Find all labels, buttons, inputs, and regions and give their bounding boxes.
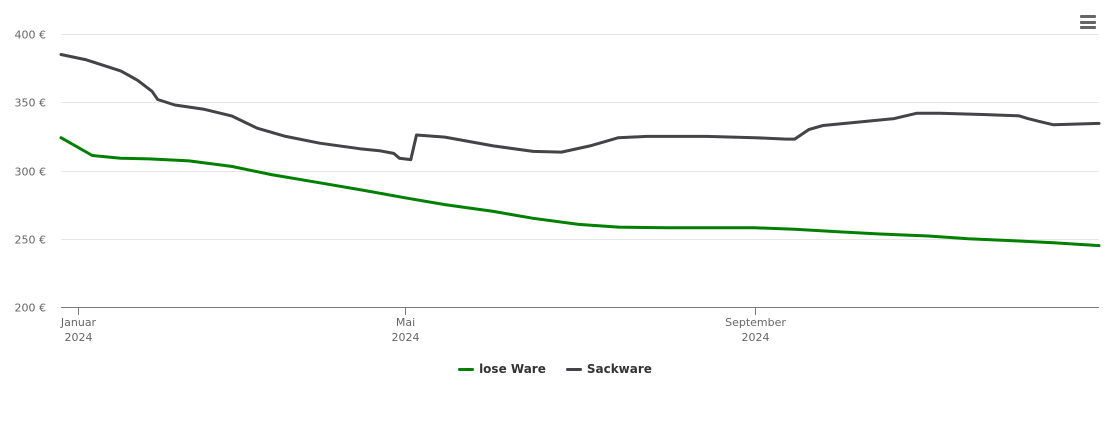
legend-swatch-sackware bbox=[565, 367, 582, 371]
y-tick-label: 400 € bbox=[15, 29, 47, 42]
series-line-sackware bbox=[59, 53, 1101, 162]
y-tick-label: 250 € bbox=[15, 234, 47, 247]
x-tick-label-year: 2024 bbox=[742, 331, 770, 344]
legend-swatch-lose-ware bbox=[458, 367, 475, 371]
legend-label-lose-ware: lose Ware bbox=[479, 362, 546, 376]
chart-menu-button[interactable] bbox=[1076, 12, 1100, 32]
x-tick-label-year: 2024 bbox=[392, 331, 420, 344]
legend-item-lose-ware[interactable]: lose Ware bbox=[458, 362, 546, 376]
y-tick-label: 300 € bbox=[15, 166, 47, 179]
legend-item-sackware[interactable]: Sackware bbox=[565, 362, 652, 376]
series-line-lose-ware bbox=[59, 136, 1101, 248]
chart-legend: lose Ware Sackware bbox=[0, 362, 1110, 376]
x-tick-label-month: September bbox=[725, 316, 786, 329]
legend-label-sackware: Sackware bbox=[586, 362, 652, 376]
x-tick-label-month: Januar bbox=[60, 316, 97, 329]
y-tick-label: 200 € bbox=[15, 302, 47, 315]
x-tick-label-year: 2024 bbox=[65, 331, 93, 344]
x-tick-label-month: Mai bbox=[396, 316, 415, 329]
y-tick-label: 350 € bbox=[15, 97, 47, 110]
